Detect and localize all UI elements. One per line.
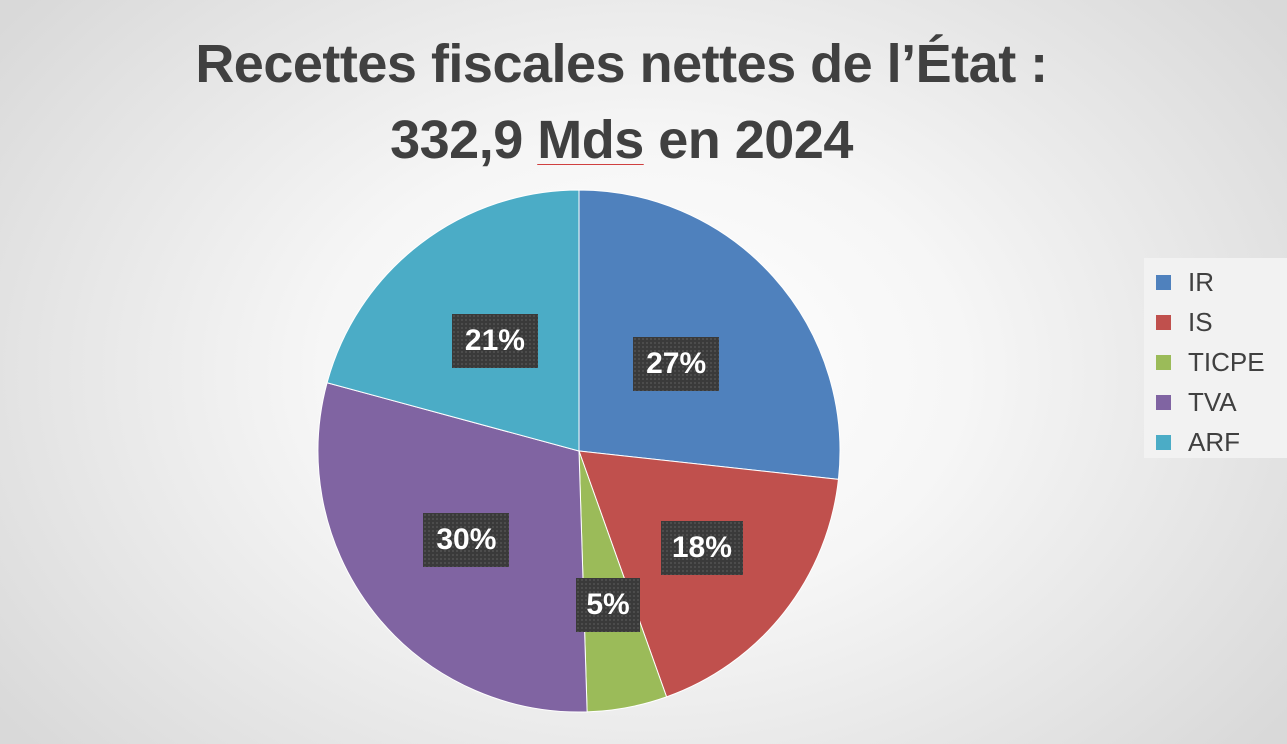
chart-title: Recettes fiscales nettes de l’État : 332… (0, 26, 1243, 178)
data-label-tva: 30% (423, 513, 510, 567)
legend-label: TICPE (1188, 347, 1265, 377)
legend-label: IR (1188, 267, 1214, 297)
legend-label: ARF (1188, 427, 1240, 457)
legend-item-tva: TVA (1144, 382, 1287, 422)
data-label-ir: 27% (633, 336, 720, 391)
legend-swatch (1156, 315, 1171, 330)
legend-item-ir: IR (1144, 262, 1287, 302)
legend-item-is: IS (1144, 302, 1287, 342)
chart-title-year: en 2024 (643, 110, 853, 170)
chart-title-line2: 332,9 Mds en 2024 (0, 102, 1243, 178)
data-label-is: 18% (660, 521, 743, 576)
legend-item-ticpe: TICPE (1144, 342, 1287, 382)
chart-legend: IR IS TICPE TVA ARF (1144, 258, 1287, 458)
chart-title-amount: 332,9 (390, 110, 538, 170)
legend-label: TVA (1188, 387, 1237, 417)
legend-item-arf: ARF (1144, 422, 1287, 462)
legend-swatch (1156, 275, 1171, 290)
legend-swatch (1156, 395, 1171, 410)
data-label-arf: 21% (451, 314, 538, 369)
pie-slice-ir (578, 189, 841, 480)
legend-swatch (1156, 435, 1171, 450)
chart-title-line1: Recettes fiscales nettes de l’État : (195, 34, 1048, 94)
data-label-ticpe: 5% (576, 577, 641, 632)
legend-swatch (1156, 355, 1171, 370)
legend-label: IS (1188, 307, 1213, 337)
chart-title-unit: Mds (537, 110, 644, 170)
